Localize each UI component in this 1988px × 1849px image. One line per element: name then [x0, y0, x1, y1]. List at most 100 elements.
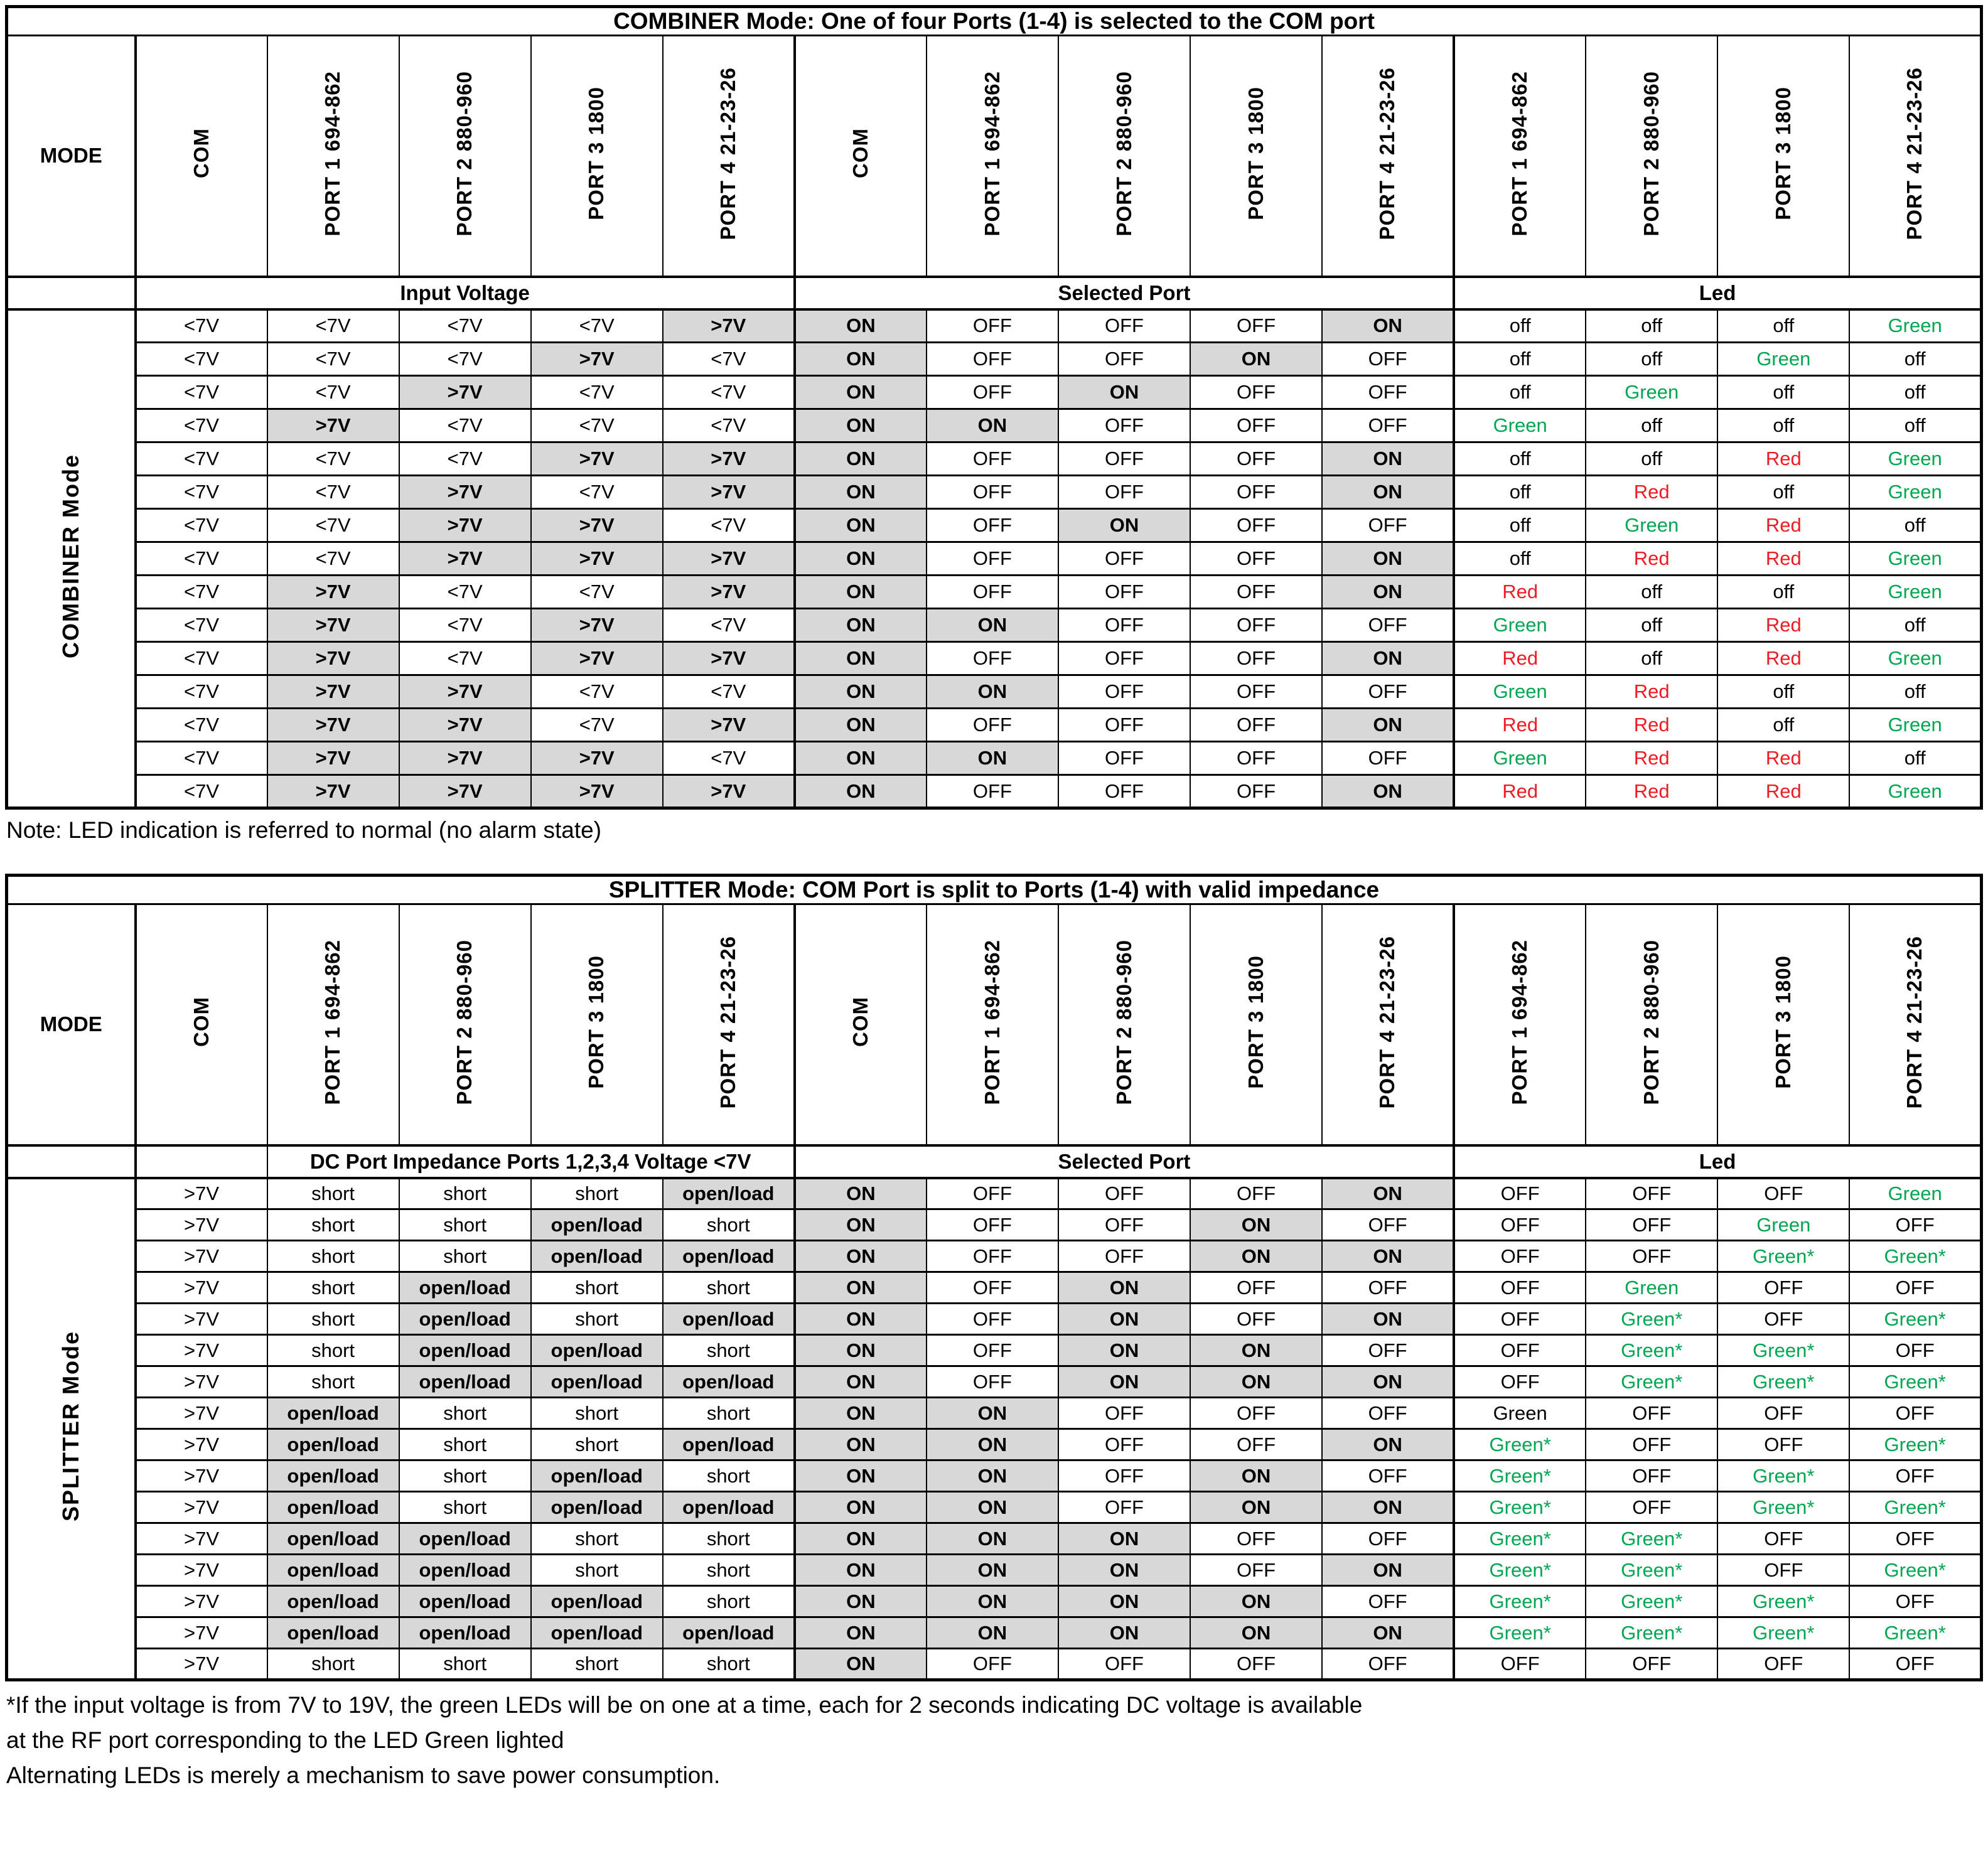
- led-cell: Red: [1585, 741, 1719, 776]
- led-column-header: PORT 2 880-960: [1585, 903, 1719, 1147]
- selected-port-cell: ON: [1321, 1553, 1455, 1587]
- led-cell: Green*: [1453, 1491, 1587, 1524]
- voltage-cell: <7V: [134, 674, 268, 709]
- voltage-cell: <7V: [530, 674, 664, 709]
- impedance-cell: short: [662, 1459, 795, 1493]
- led-cell: OFF: [1585, 1177, 1719, 1210]
- table-row: <7V >7V >7V <7V >7V ON OFF OFF OFF ON Red Red off Gre…: [7, 707, 1982, 742]
- voltage-cell: <7V: [134, 741, 268, 776]
- impedance-cell: open/load: [398, 1616, 532, 1649]
- impedance-cell: short: [398, 1648, 532, 1681]
- led-cell: OFF: [1849, 1271, 1982, 1304]
- led-cell: Green: [1849, 308, 1982, 343]
- led-cell: Green: [1717, 341, 1851, 377]
- led-cell: Green: [1849, 774, 1982, 809]
- column-header-label: PORT 2 880-960: [1112, 939, 1136, 1105]
- voltage-cell: >7V: [530, 774, 664, 809]
- mode-header: MODE: [6, 35, 136, 278]
- selected-port-cell: ON: [1321, 1616, 1455, 1649]
- led-cell: OFF: [1585, 1459, 1719, 1493]
- led-cell: Green: [1453, 1396, 1587, 1430]
- led-cell: OFF: [1453, 1648, 1587, 1681]
- selected-port-cell: OFF: [1057, 1491, 1191, 1524]
- impedance-cell: >7V: [134, 1648, 268, 1681]
- voltage-cell: <7V: [134, 408, 268, 443]
- voltage-cell: >7V: [398, 474, 532, 510]
- selected-port-cell: ON: [793, 1459, 927, 1493]
- column-header-label: PORT 1 694-862: [980, 939, 1004, 1105]
- impedance-cell: >7V: [134, 1208, 268, 1241]
- selected-port-cell: OFF: [1189, 375, 1323, 410]
- selected-port-cell: OFF: [1189, 408, 1323, 443]
- voltage-cell: >7V: [662, 474, 795, 510]
- table-row: <7V <7V >7V >7V >7V ON OFF OFF OFF ON off Red Red Gre…: [7, 541, 1982, 576]
- footnote-line: Alternating LEDs is merely a mechanism t…: [6, 1762, 721, 1788]
- column-header-label: COM: [849, 997, 873, 1048]
- table-row: >7V open/load short short short ON ON OFF OFF OFF…: [7, 1396, 1982, 1430]
- led-cell: off: [1585, 641, 1719, 676]
- impedance-cell: open/load: [662, 1302, 795, 1336]
- combiner-note: Note: LED indication is referred to norm…: [6, 817, 602, 843]
- led-cell: off: [1717, 375, 1851, 410]
- voltage-cell: >7V: [266, 707, 400, 742]
- impedance-cell: open/load: [398, 1365, 532, 1398]
- selected-port-cell: OFF: [925, 641, 1059, 676]
- voltage-cell: <7V: [134, 308, 268, 343]
- led-cell: OFF: [1453, 1302, 1587, 1336]
- selected-port-cell: OFF: [1189, 1553, 1323, 1587]
- voltage-cell: <7V: [134, 541, 268, 576]
- selected-port-cell: OFF: [1189, 441, 1323, 476]
- selected-port-cell: OFF: [1189, 707, 1323, 742]
- impedance-cell: open/load: [266, 1459, 400, 1493]
- selected-port-cell: OFF: [1189, 641, 1323, 676]
- selected-port-cell: ON: [1189, 341, 1323, 377]
- selected-port-cell: ON: [793, 541, 927, 576]
- selected-port-cell: OFF: [1321, 1271, 1455, 1304]
- selected-port-cell: OFF: [1321, 408, 1455, 443]
- voltage-cell: >7V: [266, 641, 400, 676]
- led-cell: Green*: [1453, 1459, 1587, 1493]
- splitter-mode-table: SPLITTER Mode: COM Port is split to Port…: [5, 874, 1983, 1681]
- impedance-cell: short: [398, 1428, 532, 1461]
- led-cell: Green*: [1849, 1240, 1982, 1273]
- impedance-cell: short: [266, 1208, 400, 1241]
- led-cell: Green*: [1849, 1428, 1982, 1461]
- column-header-label: PORT 4 21-23-26: [716, 935, 739, 1108]
- impedance-cell: open/load: [662, 1365, 795, 1398]
- selected-port-cell: OFF: [1189, 574, 1323, 609]
- group-header: Led: [1453, 276, 1982, 311]
- led-cell: Green*: [1717, 1365, 1851, 1398]
- led-column-header: PORT 1 694-862: [1453, 903, 1587, 1147]
- impedance-cell: short: [662, 1585, 795, 1618]
- group-header-row: DC Port Impedance Ports 1,2,3,4 Voltage …: [6, 1144, 1982, 1179]
- voltage-cell: <7V: [662, 408, 795, 443]
- selected-port-cell: ON: [793, 641, 927, 676]
- selected-port-cell: ON: [1189, 1616, 1323, 1649]
- voltage-cell: >7V: [266, 408, 400, 443]
- selected-port-cell: OFF: [1057, 408, 1191, 443]
- selected-port-cell: ON: [793, 308, 927, 343]
- led-cell: off: [1585, 341, 1719, 377]
- selected-port-cell: ON: [925, 408, 1059, 443]
- impedance-cell: open/load: [662, 1240, 795, 1273]
- voltage-cell: >7V: [398, 774, 532, 809]
- voltage-cell: <7V: [266, 474, 400, 510]
- led-cell: OFF: [1849, 1396, 1982, 1430]
- selected-port-cell: OFF: [925, 508, 1059, 543]
- impedance-cell: open/load: [530, 1240, 664, 1273]
- group-header: Selected Port: [793, 276, 1455, 311]
- selected-port-cell: OFF: [925, 1334, 1059, 1367]
- led-column-header: PORT 4 21-23-26: [1849, 903, 1982, 1147]
- input-column-header: PORT 1 694-862: [266, 35, 400, 278]
- led-cell: Red: [1717, 541, 1851, 576]
- voltage-cell: <7V: [266, 541, 400, 576]
- voltage-cell: <7V: [134, 474, 268, 510]
- selected-port-cell: ON: [793, 1208, 927, 1241]
- selected-port-cell: ON: [793, 1271, 927, 1304]
- column-header-label: PORT 4 21-23-26: [1375, 935, 1399, 1108]
- selected-port-cell: OFF: [1057, 1396, 1191, 1430]
- impedance-cell: short: [530, 1396, 664, 1430]
- selected-port-cell: ON: [1189, 1585, 1323, 1618]
- voltage-cell: <7V: [398, 608, 532, 643]
- selected-port-cell: OFF: [1057, 1208, 1191, 1241]
